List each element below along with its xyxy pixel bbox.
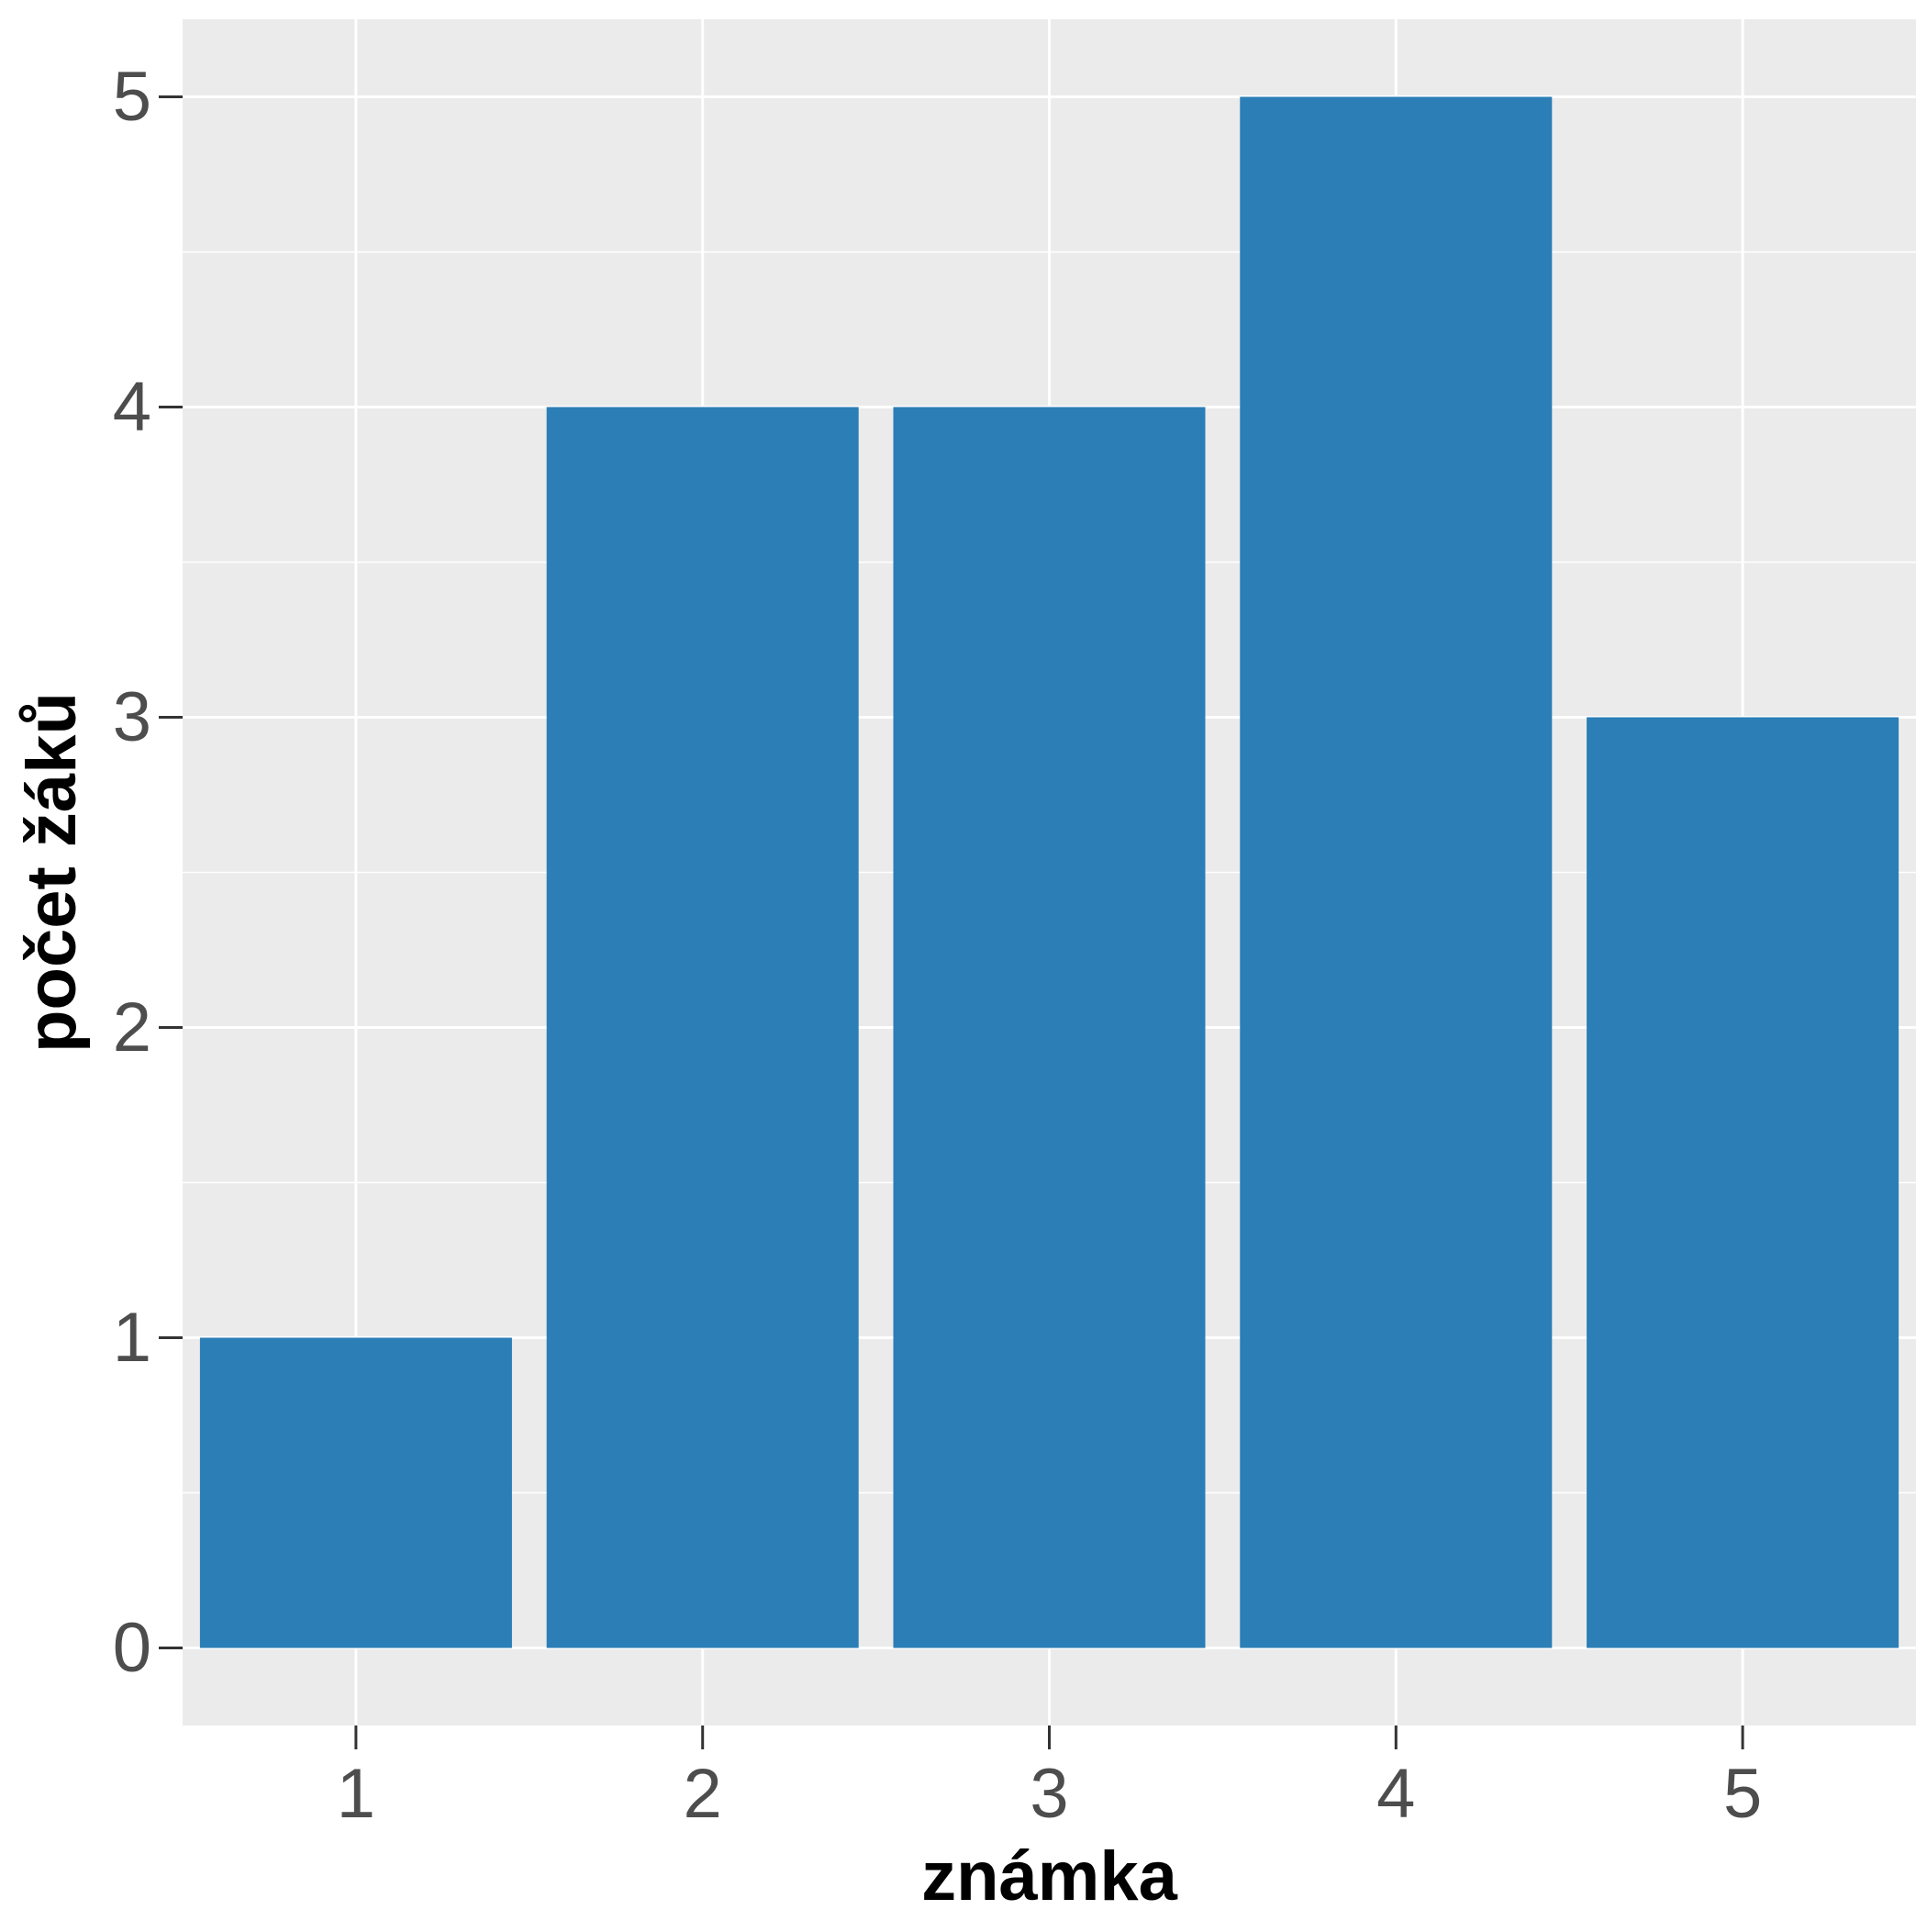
bar-5 (1587, 717, 1899, 1648)
y-axis-title: počet žáků (13, 692, 91, 1053)
x-tick-label: 2 (684, 1755, 722, 1833)
x-tick-label: 3 (1030, 1755, 1068, 1833)
x-axis: 1 2 3 4 5 (337, 1725, 1762, 1833)
bars (199, 96, 1899, 1648)
x-tick-label: 1 (337, 1755, 375, 1833)
bar-1 (199, 1337, 512, 1648)
x-axis-title: známka (921, 1837, 1178, 1915)
bar-4 (1240, 96, 1553, 1648)
y-tick-label: 1 (113, 1299, 151, 1377)
y-tick-label: 2 (113, 988, 151, 1067)
y-tick-label: 3 (113, 678, 151, 756)
x-tick-label: 4 (1376, 1755, 1415, 1833)
x-tick-label: 5 (1723, 1755, 1762, 1833)
bar-2 (546, 407, 859, 1648)
bar-3 (893, 407, 1206, 1648)
y-tick-label: 4 (113, 368, 151, 446)
y-axis: 0 1 2 3 4 5 (113, 58, 183, 1687)
y-tick-label: 0 (113, 1609, 151, 1687)
y-tick-label: 5 (113, 58, 151, 136)
